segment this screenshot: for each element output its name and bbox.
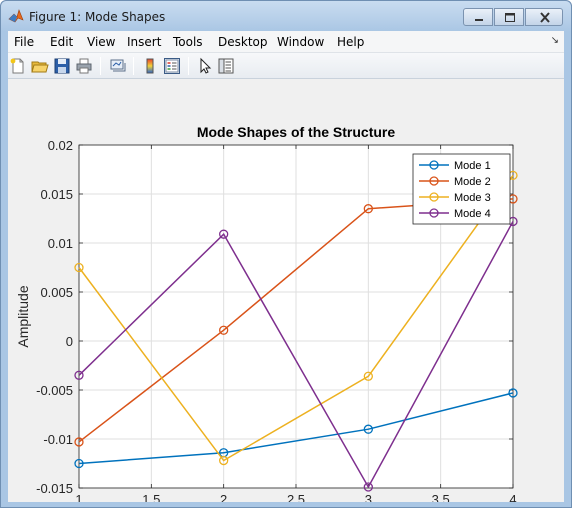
y-tick-label: -0.01 (43, 432, 73, 447)
title-bar[interactable]: Figure 1: Mode Shapes (1, 1, 571, 32)
data-point[interactable] (508, 388, 518, 398)
y-tick-label: 0.015 (40, 187, 73, 202)
data-point[interactable] (74, 437, 84, 447)
toolbar-separator (133, 57, 134, 75)
menu-insert[interactable]: Insert (127, 35, 162, 49)
x-tick-label: 4 (509, 492, 516, 502)
legend-entry: Mode 3 (454, 192, 491, 204)
legend-entry: Mode 2 (454, 176, 491, 188)
matlab-logo-icon (8, 9, 24, 23)
minimize-icon (475, 19, 483, 21)
menu-desktop[interactable]: Desktop (218, 35, 268, 49)
maximize-button[interactable] (494, 8, 524, 26)
property-editor-icon[interactable] (217, 57, 235, 75)
x-tick-label: 2.5 (287, 492, 305, 502)
minimize-button[interactable] (463, 8, 493, 26)
data-point[interactable] (363, 371, 373, 381)
data-point[interactable] (219, 229, 229, 239)
legend-marker (429, 176, 439, 186)
window-controls (462, 8, 563, 26)
legend-marker (429, 208, 439, 218)
chart-title: Mode Shapes of the Structure (197, 124, 396, 140)
menu-bar: File Edit View Insert Tools Desktop Wind… (8, 31, 564, 53)
x-tick-label: 1 (75, 492, 82, 502)
figure-client-area: File Edit View Insert Tools Desktop Wind… (8, 31, 564, 507)
data-point[interactable] (363, 204, 373, 214)
figure-toolbar (8, 53, 564, 79)
close-button[interactable] (525, 8, 563, 26)
toolbar-separator (100, 57, 101, 75)
y-tick-label: 0.01 (48, 236, 73, 251)
pointer-icon[interactable] (196, 57, 214, 75)
figure-canvas: 1 1.5 2 2.5 3 3.5 4 -0.015 -0.01 -0.005 0 0.005 0.01… (8, 80, 564, 507)
menu-help[interactable]: Help (337, 35, 365, 49)
menu-edit[interactable]: Edit (50, 35, 74, 49)
x-tick-label: 3.5 (432, 492, 450, 502)
maximize-icon (505, 13, 515, 22)
series-line-3[interactable] (78, 174, 514, 462)
series-line-4[interactable] (78, 221, 514, 489)
open-file-icon[interactable] (31, 57, 49, 75)
y-tick-label: -0.015 (36, 481, 73, 496)
legend-entry: Mode 1 (454, 160, 491, 172)
y-tick-label: 0 (66, 334, 73, 349)
save-icon[interactable] (53, 57, 71, 75)
data-point[interactable] (219, 455, 229, 466)
data-point[interactable] (219, 325, 229, 335)
data-point[interactable] (363, 482, 373, 492)
data-point[interactable] (74, 370, 84, 380)
print-icon[interactable] (75, 57, 93, 75)
data-point[interactable] (74, 262, 84, 273)
menu-view[interactable]: View (87, 35, 116, 49)
colorbar-icon[interactable] (141, 57, 159, 75)
menu-window[interactable]: Window (277, 35, 325, 49)
data-point[interactable] (363, 424, 373, 434)
legend-icon[interactable] (163, 57, 181, 75)
menu-tools[interactable]: Tools (173, 35, 203, 49)
series-line-1[interactable] (78, 392, 514, 465)
y-axis-label: Amplitude (15, 285, 31, 347)
y-tick-label: 0.02 (48, 138, 73, 153)
data-point[interactable] (74, 458, 84, 469)
legend-entry: Mode 4 (454, 208, 491, 220)
y-tick-label: -0.005 (36, 383, 73, 398)
toolbar-separator (188, 57, 189, 75)
link-plot-icon[interactable] (109, 57, 127, 75)
close-icon (540, 12, 550, 23)
window-title: Figure 1: Mode Shapes (29, 10, 166, 24)
new-figure-icon[interactable] (9, 57, 27, 75)
menu-file[interactable]: File (14, 35, 35, 49)
y-tick-label: 0.005 (40, 285, 73, 300)
legend-marker (429, 192, 439, 202)
mode-shapes-chart[interactable]: 1 1.5 2 2.5 3 3.5 4 -0.015 -0.01 -0.005 0 0.005 0.01… (8, 80, 564, 507)
x-tick-label: 2 (220, 492, 227, 502)
legend-marker (429, 160, 439, 170)
x-tick-label: 1.5 (142, 492, 160, 502)
menu-dock-arrow-icon[interactable]: ↘ (550, 35, 559, 46)
x-tick-label: 3 (365, 492, 372, 502)
